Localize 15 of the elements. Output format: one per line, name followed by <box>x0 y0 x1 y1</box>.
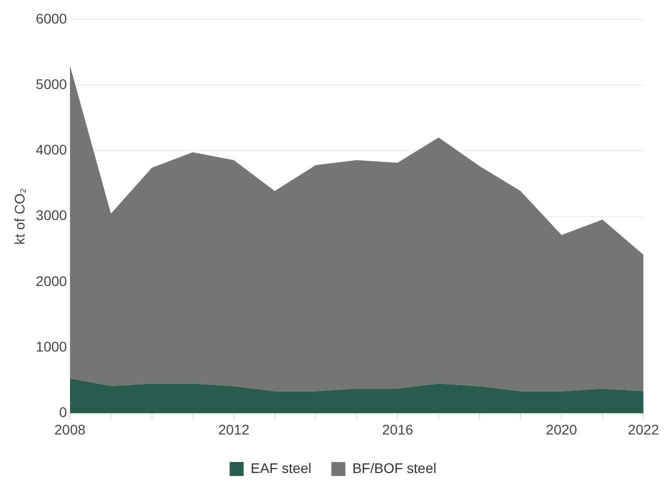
legend-label: BF/BOF steel <box>352 460 436 476</box>
legend-label: EAF steel <box>250 460 312 476</box>
y-tick-label: 2000 <box>36 272 68 289</box>
y-tick-label: 4000 <box>36 142 68 158</box>
x-tick-label: 2016 <box>382 421 414 438</box>
y-tick-label: 6000 <box>36 10 68 26</box>
x-tick-label: 2020 <box>546 421 578 438</box>
x-tick-label: 2008 <box>54 421 86 438</box>
y-tick-label: 3000 <box>36 207 68 224</box>
y-tick-label: 0 <box>59 404 68 420</box>
x-tick-label: 2022 <box>628 421 660 438</box>
y-tick-label: 1000 <box>36 338 68 354</box>
x-tick-label: 2012 <box>218 421 250 438</box>
y-axis-title: kt of CO₂ <box>11 188 28 245</box>
y-tick-label: 5000 <box>36 76 68 92</box>
